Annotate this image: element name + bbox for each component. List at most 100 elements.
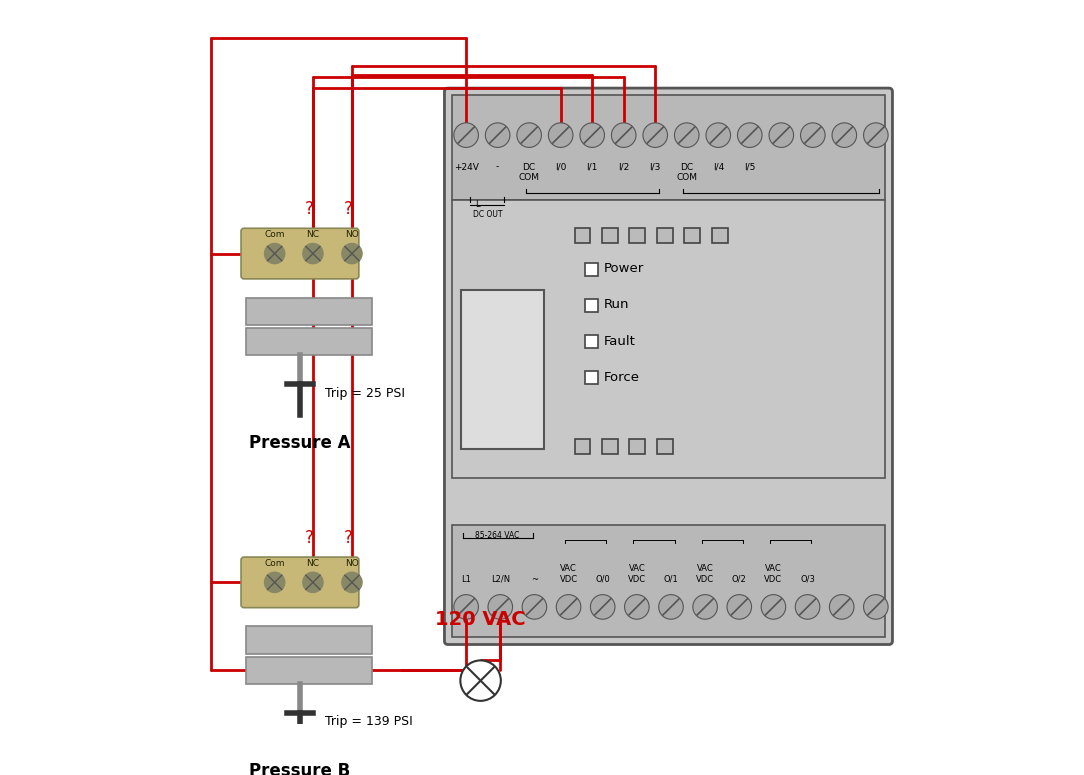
- Circle shape: [580, 123, 605, 147]
- Text: Pressure B: Pressure B: [249, 763, 350, 775]
- Circle shape: [302, 243, 323, 264]
- Circle shape: [591, 594, 615, 619]
- Bar: [461, 291, 544, 450]
- Bar: [246, 656, 372, 684]
- Circle shape: [461, 660, 501, 701]
- Bar: [657, 228, 673, 243]
- Circle shape: [556, 594, 581, 619]
- Text: DC
COM: DC COM: [676, 163, 697, 182]
- Text: NO: NO: [345, 230, 359, 239]
- Text: Pressure A: Pressure A: [249, 433, 351, 452]
- Text: O/1: O/1: [663, 575, 679, 584]
- Text: I/5: I/5: [744, 163, 756, 171]
- Circle shape: [833, 123, 856, 147]
- Text: I/1: I/1: [586, 163, 598, 171]
- Circle shape: [264, 572, 285, 592]
- Circle shape: [693, 594, 718, 619]
- Circle shape: [488, 594, 513, 619]
- Text: L2/N: L2/N: [491, 575, 509, 584]
- Text: L1: L1: [461, 575, 472, 584]
- Bar: [712, 228, 727, 243]
- Bar: [452, 525, 886, 637]
- Text: DC OUT: DC OUT: [473, 209, 503, 219]
- Text: NO: NO: [345, 559, 359, 568]
- Text: DC
COM: DC COM: [518, 163, 540, 182]
- Circle shape: [341, 243, 362, 264]
- Text: I/2: I/2: [618, 163, 630, 171]
- Circle shape: [264, 243, 285, 264]
- Circle shape: [864, 123, 888, 147]
- Text: VAC
VDC: VAC VDC: [559, 564, 578, 584]
- Text: 120 VAC: 120 VAC: [436, 610, 526, 629]
- Circle shape: [796, 594, 820, 619]
- Circle shape: [864, 594, 888, 619]
- Text: Com: Com: [264, 559, 285, 568]
- Text: ?: ?: [305, 200, 313, 219]
- Text: ?: ?: [344, 200, 352, 219]
- Text: L: L: [475, 200, 479, 209]
- Text: ?: ?: [344, 529, 352, 547]
- Bar: [630, 439, 645, 454]
- Bar: [246, 298, 372, 325]
- Text: NC: NC: [307, 559, 320, 568]
- Circle shape: [761, 594, 786, 619]
- Bar: [602, 228, 618, 243]
- Text: O/2: O/2: [732, 575, 747, 584]
- Text: 85-264 VAC: 85-264 VAC: [475, 531, 519, 540]
- Text: Power: Power: [604, 262, 644, 275]
- FancyBboxPatch shape: [241, 229, 359, 279]
- Circle shape: [486, 123, 509, 147]
- Bar: [585, 263, 598, 276]
- Text: Trip = 25 PSI: Trip = 25 PSI: [325, 387, 405, 400]
- Text: +24V: +24V: [454, 163, 478, 171]
- Circle shape: [674, 123, 699, 147]
- Circle shape: [302, 572, 323, 592]
- Text: ~: ~: [531, 575, 538, 584]
- Circle shape: [800, 123, 825, 147]
- Text: I/3: I/3: [649, 163, 661, 171]
- Bar: [585, 371, 598, 384]
- Circle shape: [454, 123, 478, 147]
- Circle shape: [624, 594, 649, 619]
- Text: Trip = 139 PSI: Trip = 139 PSI: [325, 715, 413, 728]
- Circle shape: [643, 123, 668, 147]
- Text: Run: Run: [604, 298, 629, 312]
- Circle shape: [727, 594, 751, 619]
- Bar: [575, 228, 591, 243]
- Bar: [602, 439, 618, 454]
- Text: VAC
VDC: VAC VDC: [696, 564, 714, 584]
- Text: NC: NC: [307, 230, 320, 239]
- Text: I/4: I/4: [712, 163, 724, 171]
- Bar: [246, 626, 372, 654]
- Bar: [585, 299, 598, 312]
- Circle shape: [659, 594, 683, 619]
- Circle shape: [454, 594, 478, 619]
- Bar: [246, 328, 372, 356]
- Bar: [452, 200, 886, 478]
- Circle shape: [517, 123, 541, 147]
- Circle shape: [769, 123, 793, 147]
- Text: ?: ?: [305, 529, 313, 547]
- Bar: [684, 228, 700, 243]
- Bar: [657, 439, 673, 454]
- Circle shape: [706, 123, 731, 147]
- Text: O/0: O/0: [595, 575, 610, 584]
- Circle shape: [611, 123, 636, 147]
- Text: VAC
VDC: VAC VDC: [764, 564, 783, 584]
- Circle shape: [522, 594, 546, 619]
- Text: Com: Com: [264, 230, 285, 239]
- Circle shape: [737, 123, 762, 147]
- Text: I/0: I/0: [555, 163, 566, 171]
- Text: VAC
VDC: VAC VDC: [628, 564, 646, 584]
- Text: O/3: O/3: [800, 575, 815, 584]
- Text: -: -: [496, 163, 500, 171]
- Circle shape: [829, 594, 854, 619]
- Bar: [452, 95, 886, 200]
- FancyBboxPatch shape: [444, 88, 892, 645]
- Bar: [630, 228, 645, 243]
- Text: Fault: Fault: [604, 335, 635, 347]
- FancyBboxPatch shape: [241, 557, 359, 608]
- Circle shape: [549, 123, 573, 147]
- Text: Force: Force: [604, 370, 640, 384]
- Circle shape: [341, 572, 362, 592]
